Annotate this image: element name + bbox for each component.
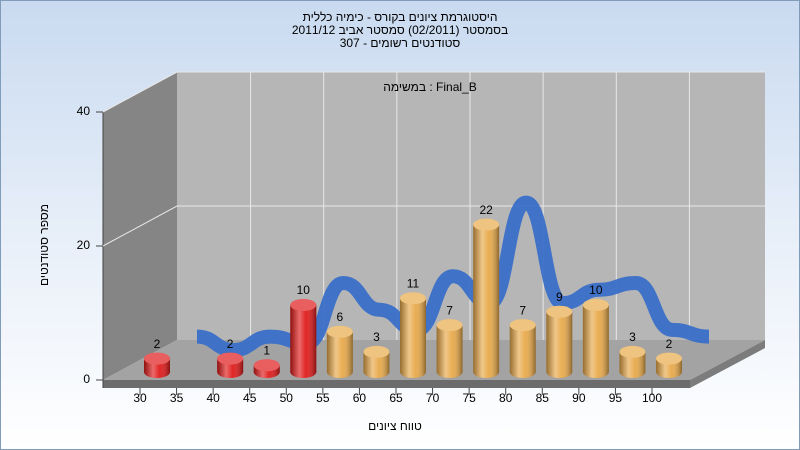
bar-shade [436,325,463,372]
bar-top-light [619,345,646,358]
grid-line [102,71,765,113]
floor-edge [103,380,690,388]
x-axis-label: טווח ציונים [368,419,422,433]
bar-top [290,299,317,311]
bar [656,352,682,378]
x-tick-label: 95 [609,391,623,405]
floor-side [690,340,765,388]
bar [619,345,646,378]
value-label: 7 [519,303,526,317]
bar-top [326,325,353,338]
bar-top-light [436,319,463,332]
value-label: 10 [589,283,603,297]
chart-subtitle: במשימה : Final_B [383,80,477,94]
value-label: 7 [446,303,453,317]
x-tick-label: 80 [499,391,513,405]
bar [582,299,609,378]
bar-shade [290,305,317,372]
bar-top [363,345,390,358]
x-tick-label: 75 [462,391,476,405]
value-label: 2 [227,337,234,351]
bar-top [217,352,244,365]
y-tick-label: 40 [77,104,91,118]
bar-top-light [546,305,573,318]
bar-top [473,218,500,231]
bar-top-light [290,299,317,311]
bar-top-light [656,352,682,365]
bar [363,345,390,378]
x-tick-label: 100 [642,391,662,405]
x-tick-label: 35 [170,391,184,405]
bar-top-light [363,345,390,358]
chart-title: סטודנטים רשומים - 307 [340,36,461,50]
bar [253,359,280,378]
bar-shade [546,311,573,372]
value-label: 2 [666,337,673,351]
bar-top-light [509,319,536,332]
value-label: 11 [407,276,420,290]
bar-top [656,352,682,365]
x-tick-label: 50 [280,391,294,405]
bar [217,352,244,378]
value-label: 2 [154,337,161,351]
bar-top [546,305,573,318]
chart-title: היסטוגרמת ציונים בקורס - כימיה כללית [303,10,498,24]
value-label: 3 [629,330,636,344]
y-tick-label: 20 [77,238,91,252]
value-label: 3 [373,330,380,344]
bar-top-light [400,292,426,305]
x-tick-label: 40 [206,391,220,405]
bar [144,352,170,378]
bar [436,319,463,378]
bar-top [144,352,170,365]
bar-top [400,292,426,305]
x-tick-label: 30 [133,391,147,405]
bar [326,325,353,378]
bar-top-light [253,359,280,372]
value-label: 1 [263,343,270,357]
value-label: 6 [337,310,344,324]
grid-line [102,205,765,247]
bar [400,292,426,378]
x-tick-label: 55 [316,391,330,405]
bar-shade [509,325,536,372]
x-tick-label: 70 [426,391,440,405]
bar-top [253,359,280,372]
bar-top-light [326,325,353,338]
bar-shade [400,298,426,372]
y-tick-label: 0 [83,372,90,386]
bar-shade [326,331,353,372]
bar-top-light [144,352,170,365]
x-tick-label: 85 [536,391,550,405]
bar-top-light [473,218,500,231]
bar-shade [473,224,500,372]
bar [290,299,317,378]
value-label: 9 [556,290,563,304]
x-tick-label: 65 [389,391,403,405]
bar-shade [582,305,609,372]
bar-top [619,345,646,358]
x-tick-label: 60 [353,391,367,405]
x-tick-label: 90 [572,391,586,405]
bar-top [582,299,609,311]
y-axis-label: מספר סטודנטים [37,204,51,286]
x-tick-label: 45 [243,391,257,405]
chart-title: בסמסטר (02/2011) סמסטר אביב 2011/12 [292,23,508,37]
value-label: 22 [479,203,493,217]
bar-top [509,319,536,332]
bar-top [436,319,463,332]
titles: היסטוגרמת ציונים בקורס - כימיה כללית בסמ… [37,10,508,433]
bar-top-light [582,299,609,311]
value-label: 10 [297,283,311,297]
bar [509,319,536,378]
bar [546,305,573,378]
bar-top-light [217,352,244,365]
bar [473,218,500,378]
